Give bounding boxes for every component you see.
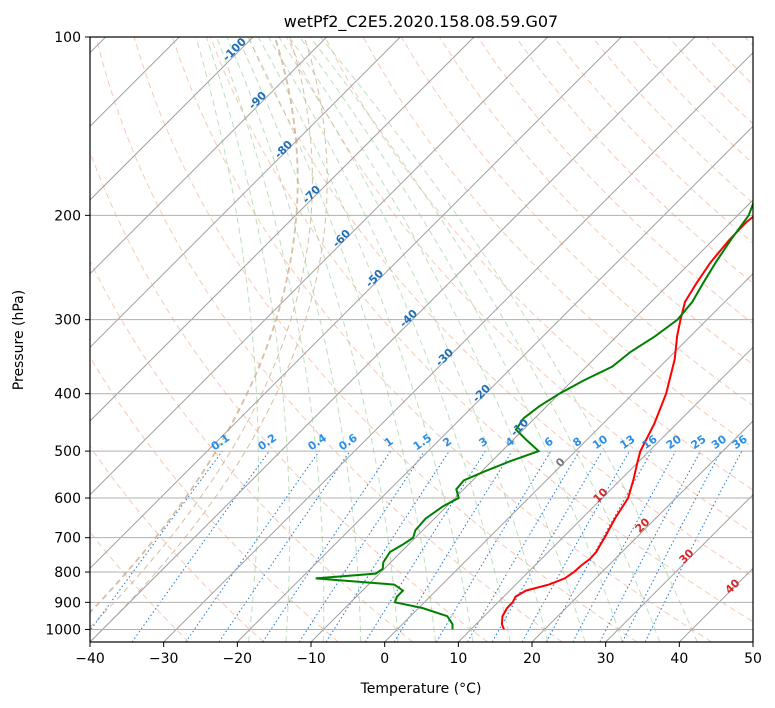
dry-adiabat [171,37,712,642]
curved-reference-line [90,37,299,614]
y-tick-label: 700 [54,531,81,547]
profiles [315,201,753,630]
curved-reference-line [90,37,328,642]
isotherm-line [90,37,328,275]
moist-adiabat [195,37,259,642]
x-tick-label: 20 [523,651,541,667]
moist-adiabat [257,37,474,642]
y-tick-label: 1000 [45,622,81,638]
isotherm-line [605,493,753,642]
mixing-ratio-line [572,450,677,642]
dry-adiabat [438,37,753,366]
isotherm-line [90,37,181,128]
y-tick-label: 800 [54,565,81,581]
x-tick-label: −40 [75,651,105,667]
dry-adiabat [248,37,753,578]
x-tick-label: 0 [380,651,389,667]
dewpoint-profile-line [315,201,753,630]
isotherm-line [90,37,549,496]
x-tick-label: 50 [744,651,762,667]
mixing-ratio-line [185,450,320,642]
dry-adiabat [362,37,753,449]
x-tick-label: −10 [296,651,326,667]
moist-adiabat [278,37,549,642]
dry-adiabat [95,37,563,642]
moist-adiabat [309,37,661,642]
dry-adiabat [324,37,753,491]
isotherm-line [90,37,475,422]
isotherm-line [90,37,623,570]
mixing-ratio-line [521,450,630,642]
grid-lines [90,37,753,642]
mixing-ratio-line [262,450,392,642]
isotherm-line [90,37,696,642]
mixing-ratio-line [90,450,223,632]
dry-adiabat [209,37,753,623]
mixing-ratio-line [644,450,743,642]
y-tick-label: 900 [54,595,81,611]
temperature-profile-line [500,215,753,630]
mixing-ratio-line [325,450,450,642]
isotherm-line [531,420,753,642]
x-tick-label: 30 [597,651,615,667]
x-tick-label: −20 [223,651,253,667]
dry-adiabat [286,37,753,534]
y-tick-label: 300 [54,313,81,329]
chart-title: wetPf2_C2E5.2020.158.08.59.G07 [284,12,558,32]
y-tick-label: 600 [54,491,81,507]
isotherm-line [236,125,753,642]
dry-adiabat [400,37,753,407]
curved-reference-line [90,37,313,628]
x-axis-title: Temperature (°C) [360,681,482,697]
plot-frame [89,36,754,643]
y-tick-label: 400 [54,387,81,403]
dry-adiabat [90,259,414,642]
moist-adiabat [247,37,436,642]
isotherm-line [90,37,402,349]
mixing-ratio-line [218,450,351,642]
moist-adiabat [319,37,698,642]
isotherm-line [90,37,254,201]
moist-adiabat [226,37,362,642]
isotherm-line [163,51,753,642]
x-tick-label: 10 [449,651,467,667]
mixing-ratio-line [545,450,653,642]
mixing-ratio-line [393,450,513,642]
moist-adiabat [205,37,291,642]
y-tick-label: 500 [54,444,81,460]
dry-adiabat [90,150,488,642]
isotherm-line [457,346,753,642]
mixing-ratio-line [298,450,425,642]
axes: −40 −30 −20 −10 0 10 20 30 40 50 1000 900 800 700 600 5… [45,30,762,667]
moist-adiabat [216,37,325,642]
isotherm-line [384,272,753,642]
isotherm-line [310,199,753,642]
y-tick-label: 100 [54,30,81,46]
dry-adiabat [90,356,339,642]
moist-adiabat [236,37,399,642]
y-axis-title: Pressure (hPa) [11,290,27,390]
moist-adiabat [288,37,586,642]
dry-adiabat [90,445,264,642]
x-tick-label: −30 [149,651,179,667]
mixing-ratio-line [131,450,270,642]
x-tick-label: 40 [670,651,688,667]
y-tick-label: 200 [54,208,81,224]
